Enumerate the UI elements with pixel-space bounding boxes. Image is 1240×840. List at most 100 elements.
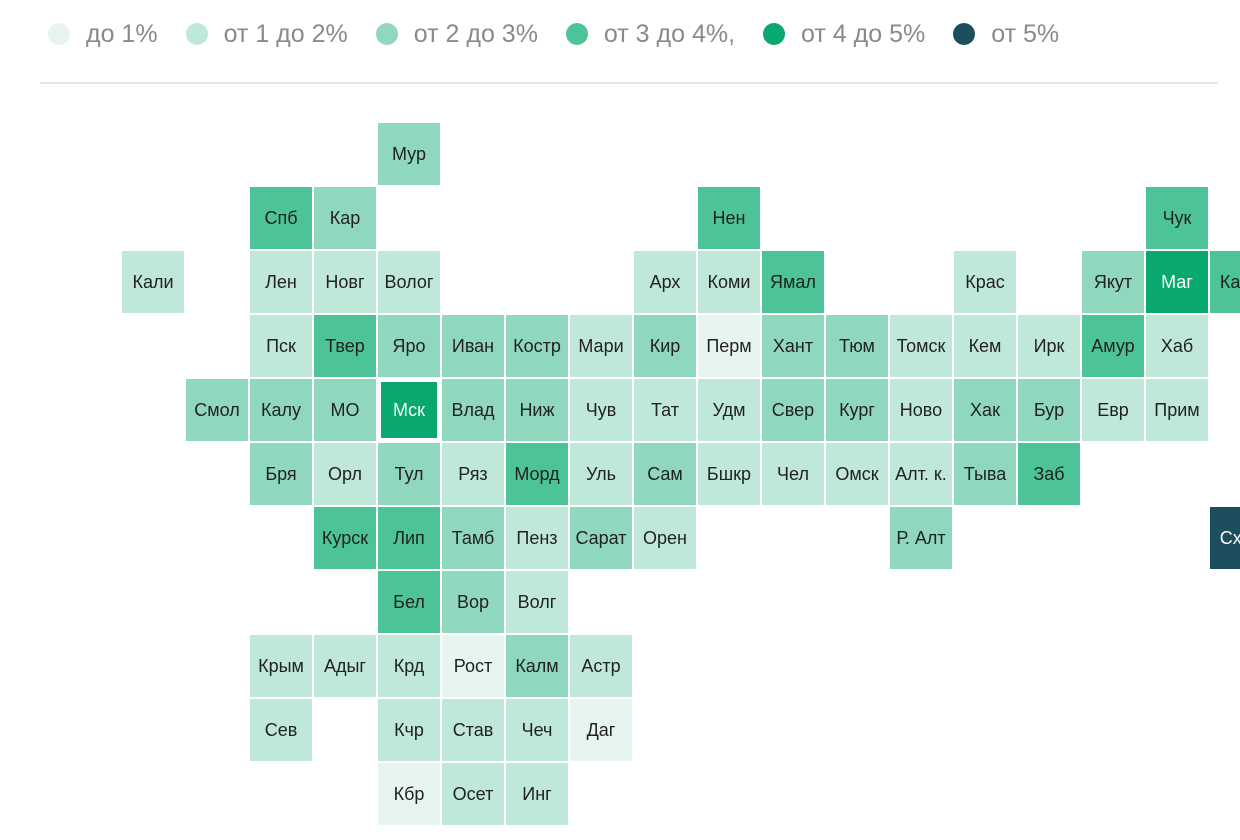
region-tile: Мур (378, 123, 440, 185)
region-tile: Алт. к. (890, 443, 952, 505)
region-tile: Хаб (1146, 315, 1208, 377)
region-tile: Морд (506, 443, 568, 505)
region-tile: Кир (634, 315, 696, 377)
legend-label: от 5% (991, 19, 1060, 48)
region-tile: Схлн (1210, 507, 1240, 569)
region-tile: Бря (250, 443, 312, 505)
region-tile: Чел (762, 443, 824, 505)
region-tile: Астр (570, 635, 632, 697)
legend-swatch (375, 23, 398, 45)
region-tile: Хант (762, 315, 824, 377)
region-tile: Кар (314, 187, 376, 249)
region-tile: Орл (314, 443, 376, 505)
region-tile: Крд (378, 635, 440, 697)
legend: до 1% от 1 до 2% от 2 до 3% от 3 до 4%, … (48, 14, 1087, 54)
region-tile: Лип (378, 507, 440, 569)
region-tile: Смол (186, 379, 248, 441)
region-tile: Мари (570, 315, 632, 377)
region-tile: Сам (634, 443, 696, 505)
region-tile: Влад (442, 379, 504, 441)
region-tile: Р. Алт (890, 507, 952, 569)
region-tile: Адыг (314, 635, 376, 697)
legend-item-under-1: до 1% (48, 20, 158, 49)
region-tile: Даг (570, 699, 632, 761)
region-tile: Курск (314, 507, 376, 569)
region-tile: Евр (1082, 379, 1144, 441)
region-tile: Спб (250, 187, 312, 249)
region-tile: Бел (378, 571, 440, 633)
legend-item-1-2: от 1 до 2% (185, 19, 348, 49)
region-tile: Удм (698, 379, 760, 441)
region-tile: Тыва (954, 443, 1016, 505)
region-tile: Прим (1146, 379, 1208, 441)
region-tile: Ново (890, 379, 952, 441)
region-tile: Крым (250, 635, 312, 697)
region-tile: Кург (826, 379, 888, 441)
legend-swatch (185, 23, 208, 45)
region-tile: Уль (570, 443, 632, 505)
region-tile: Чув (570, 379, 632, 441)
region-tile: МО (314, 379, 376, 441)
region-tile: Свер (762, 379, 824, 441)
region-tile: Калм (506, 635, 568, 697)
region-tile: Тюм (826, 315, 888, 377)
region-tile: Ямал (762, 251, 824, 313)
region-tile: Вор (442, 571, 504, 633)
legend-swatch (763, 23, 786, 45)
region-tile: Новг (314, 251, 376, 313)
region-tile: Якут (1082, 251, 1144, 313)
region-tile: Ниж (506, 379, 568, 441)
region-tile: Мск (378, 379, 440, 441)
legend-swatch (565, 23, 588, 45)
region-tile: Чук (1146, 187, 1208, 249)
legend-swatch (953, 23, 976, 45)
region-tile: Омск (826, 443, 888, 505)
legend-item-2-3: от 2 до 3% (375, 19, 538, 49)
region-tile: Бшкр (698, 443, 760, 505)
region-tile: Калу (250, 379, 312, 441)
region-tile: Томск (890, 315, 952, 377)
legend-label: от 3 до 4%, (603, 19, 736, 48)
region-tile: Маг (1146, 251, 1208, 313)
region-tile: Волог (378, 251, 440, 313)
region-tile: Тамб (442, 507, 504, 569)
region-tile: Камч (1210, 251, 1240, 313)
region-tile: Кбр (378, 763, 440, 825)
region-tile: Твер (314, 315, 376, 377)
region-tile: Ряз (442, 443, 504, 505)
legend-item-over-5: от 5% (953, 20, 1059, 49)
region-tile: Инг (506, 763, 568, 825)
region-tile: Бур (1018, 379, 1080, 441)
region-tile: Кчр (378, 699, 440, 761)
region-tile: Иван (442, 315, 504, 377)
region-tile: Рост (442, 635, 504, 697)
region-tile: Сев (250, 699, 312, 761)
region-tile: Кали (122, 251, 184, 313)
region-tile: Арх (634, 251, 696, 313)
region-tile: Осет (442, 763, 504, 825)
region-tile: Чеч (506, 699, 568, 761)
region-tile: Хак (954, 379, 1016, 441)
legend-label: до 1% (86, 19, 158, 48)
legend-item-3-4: от 3 до 4%, (565, 19, 736, 49)
region-tile: Тул (378, 443, 440, 505)
region-tile: Нен (698, 187, 760, 249)
region-tile: Сарат (570, 507, 632, 569)
region-tile: Костр (506, 315, 568, 377)
legend-item-4-5: от 4 до 5% (763, 20, 925, 49)
region-tile: Коми (698, 251, 760, 313)
region-tile: Орен (634, 507, 696, 569)
region-tile: Тат (634, 379, 696, 441)
region-tile: Став (442, 699, 504, 761)
legend-label: от 4 до 5% (801, 19, 926, 48)
region-tile: Ирк (1018, 315, 1080, 377)
legend-divider (40, 82, 1218, 84)
region-tile: Перм (698, 315, 760, 377)
region-tile: Лен (250, 251, 312, 313)
legend-label: от 2 до 3% (413, 19, 538, 48)
region-tile: Волг (506, 571, 568, 633)
legend-label: от 1 до 2% (223, 19, 348, 48)
region-tile: Кем (954, 315, 1016, 377)
region-tile: Пенз (506, 507, 568, 569)
